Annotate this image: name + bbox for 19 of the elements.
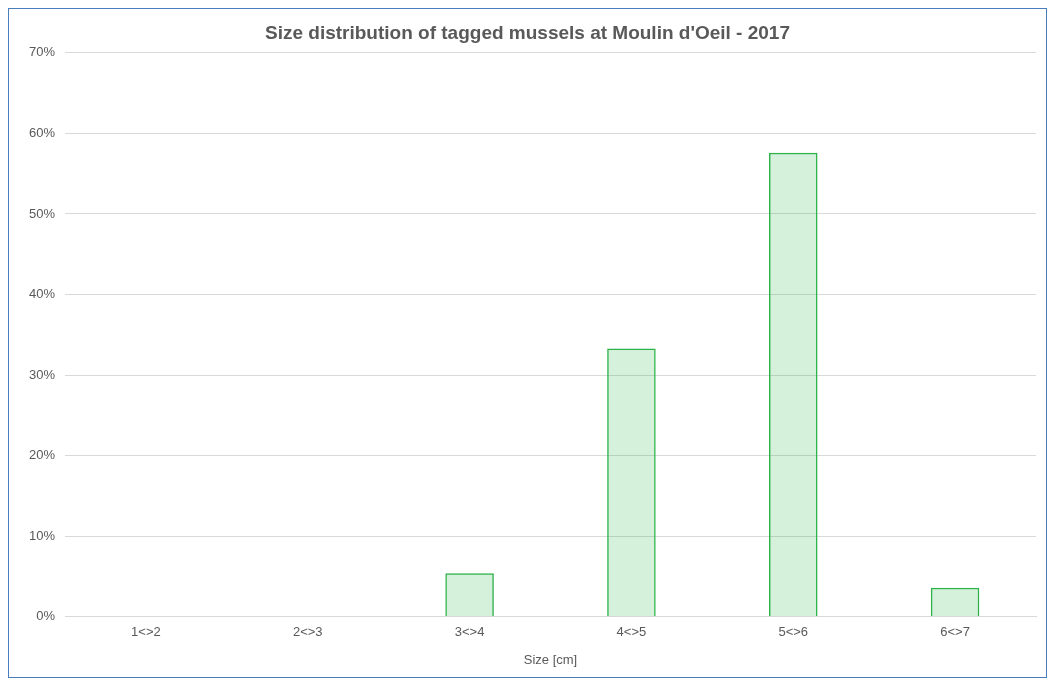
y-tick-label: 0%	[36, 608, 56, 624]
y-tick-label: 70%	[28, 44, 56, 60]
x-axis-title: Size [cm]	[523, 651, 578, 667]
x-tick-label: 5<>6	[778, 624, 809, 640]
bar	[930, 587, 980, 617]
bar	[768, 152, 818, 617]
bar	[445, 573, 494, 617]
x-tick-label: 3<>4	[454, 624, 485, 640]
y-tick-label: 40%	[28, 286, 56, 302]
y-tick-label: 50%	[28, 205, 56, 221]
x-tick-label: 2<>3	[292, 624, 323, 640]
y-tick-label: 60%	[28, 124, 56, 140]
y-tick-label: 20%	[28, 447, 56, 463]
y-tick-label: 30%	[28, 366, 56, 382]
x-tick-label: 6<>7	[940, 624, 970, 640]
chart-title: Size distribution of tagged mussels at Moulin d'Oeil - 2017	[265, 21, 790, 43]
x-tick-label: 4<>5	[616, 624, 647, 640]
y-tick-label: 10%	[28, 527, 56, 543]
x-tick-label: 1<>2	[131, 624, 161, 640]
